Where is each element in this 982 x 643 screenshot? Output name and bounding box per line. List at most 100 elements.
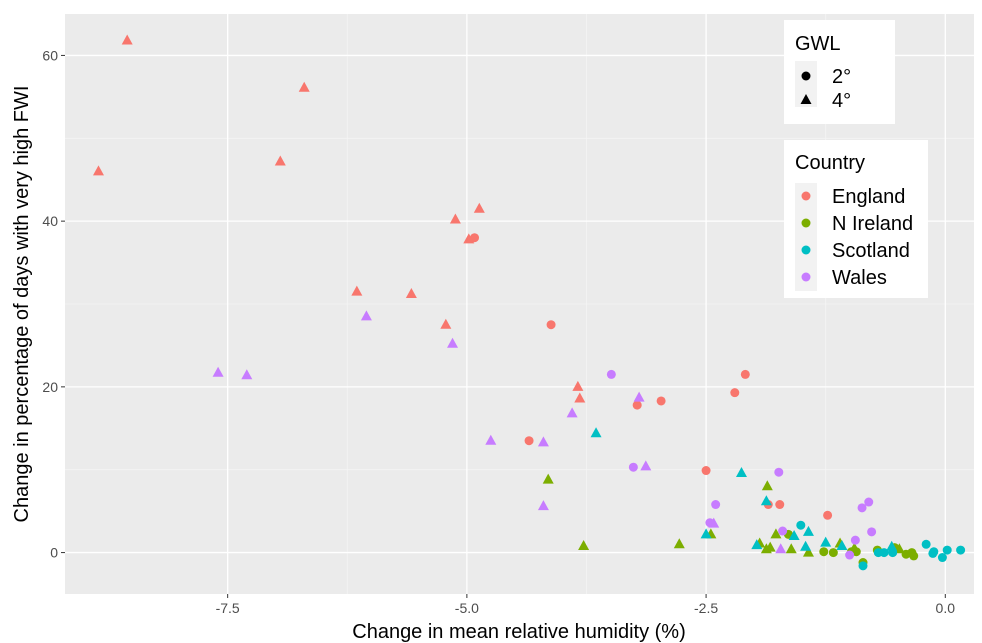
point-wales-4deg (212, 366, 224, 377)
legend-gwl-key-bg (795, 61, 817, 107)
point-england-2deg (730, 388, 740, 398)
point-scotland-2deg (956, 545, 966, 555)
y-tick-label: 60 (42, 47, 58, 63)
point-england-4deg (473, 202, 485, 213)
point-england-4deg (440, 318, 452, 329)
legend-country: Country England N Ireland Scotland Wales (784, 140, 928, 298)
point-wales-4deg (485, 434, 497, 445)
x-tick-label: -7.5 (216, 600, 240, 616)
point-scotland-4deg (800, 540, 812, 551)
y-axis: 0 20 40 60 (42, 47, 65, 561)
point-scotland-2deg (796, 520, 806, 530)
point-wales-2deg (606, 369, 616, 379)
legend-gwl-title: GWL (795, 33, 841, 55)
point-england-4deg (298, 81, 310, 92)
point-wales-4deg (640, 460, 652, 471)
point-wales-4deg (775, 543, 787, 554)
point-n-ireland-2deg (851, 547, 861, 557)
point-england-2deg (546, 320, 556, 330)
point-scotland-4deg (836, 539, 848, 550)
point-scotland-4deg (886, 540, 898, 551)
point-wales-4deg (633, 391, 645, 402)
point-wales-2deg (867, 527, 877, 537)
point-england-2deg (470, 233, 480, 243)
point-scotland-4deg (802, 525, 814, 536)
point-scotland-4deg (590, 427, 602, 438)
point-wales-2deg (850, 535, 860, 545)
point-scotland-4deg (760, 495, 772, 506)
point-scotland-4deg (788, 530, 800, 540)
point-scotland-4deg (820, 536, 832, 547)
legend-nireland-label: N Ireland (832, 213, 913, 235)
point-wales-4deg (241, 369, 253, 380)
legend-scotland-label: Scotland (832, 240, 910, 262)
legend-wales-icon (801, 272, 811, 282)
legend-england-icon (801, 191, 811, 201)
point-england-4deg (572, 380, 584, 391)
point-scotland-2deg (942, 545, 952, 555)
legend-gwl-label-2: 2° (832, 66, 851, 88)
y-tick-label: 0 (50, 545, 58, 561)
y-tick-label: 40 (42, 213, 58, 229)
point-scotland-2deg (858, 561, 868, 571)
point-england-4deg (92, 165, 104, 176)
point-england-4deg (351, 285, 363, 296)
point-england-4deg (405, 288, 417, 299)
point-england-2deg (701, 466, 711, 476)
point-wales-4deg (537, 436, 549, 447)
point-england-2deg (740, 369, 750, 379)
x-axis-title: Change in mean relative humidity (%) (352, 621, 686, 643)
point-wales-2deg (864, 497, 874, 507)
point-scotland-2deg (888, 548, 898, 558)
legend-country-key-bg (795, 183, 817, 291)
point-england-2deg (775, 500, 785, 510)
point-england-2deg (524, 436, 534, 446)
legend-wales-label: Wales (832, 267, 887, 289)
point-scotland-2deg (929, 547, 939, 557)
point-wales-4deg (537, 500, 549, 511)
point-england-4deg (574, 392, 586, 403)
point-wales-2deg (845, 550, 855, 560)
y-tick-label: 20 (42, 379, 58, 395)
point-scotland-2deg (921, 539, 931, 549)
point-wales-2deg (774, 467, 784, 477)
point-england-2deg (632, 400, 642, 410)
legend-scotland-icon (801, 245, 811, 255)
point-n-ireland-4deg (770, 528, 782, 539)
point-england-2deg (656, 396, 666, 406)
point-n-ireland-2deg (828, 548, 838, 558)
point-england-2deg (823, 510, 833, 520)
point-scotland-4deg (735, 467, 747, 478)
legend-nireland-icon (801, 218, 811, 228)
point-n-ireland-4deg (764, 541, 776, 552)
point-wales-2deg (705, 518, 715, 528)
legend-gwl: GWL 2° 4° (784, 20, 895, 124)
x-tick-label: -2.5 (694, 600, 718, 616)
point-scotland-2deg (879, 548, 889, 558)
point-wales-4deg (447, 337, 459, 348)
point-wales-4deg (566, 407, 578, 418)
point-n-ireland-2deg (819, 547, 829, 557)
point-n-ireland-4deg (673, 538, 685, 549)
legend-gwl-label-4: 4° (832, 90, 851, 112)
point-n-ireland-4deg (761, 480, 773, 491)
point-n-ireland-4deg (578, 539, 590, 550)
x-axis: -7.5 -5.0 -2.5 0.0 (216, 594, 956, 616)
data-points (92, 34, 966, 571)
point-scotland-4deg (751, 539, 763, 550)
point-england-4deg (121, 34, 133, 45)
point-wales-2deg (628, 462, 638, 472)
point-wales-4deg (360, 310, 372, 321)
point-n-ireland-2deg (909, 551, 919, 561)
y-axis-title: Change in percentage of days with very h… (11, 86, 33, 523)
point-scotland-2deg (937, 553, 947, 563)
x-tick-label: -5.0 (455, 600, 479, 616)
point-scotland-4deg (700, 528, 712, 539)
x-tick-label: 0.0 (936, 600, 956, 616)
point-england-4deg (274, 155, 286, 166)
legend-circle-icon (801, 71, 811, 81)
legend-england-label: England (832, 186, 905, 208)
legend-country-title: Country (795, 152, 865, 174)
point-wales-2deg (857, 503, 867, 513)
point-wales-2deg (778, 526, 788, 536)
